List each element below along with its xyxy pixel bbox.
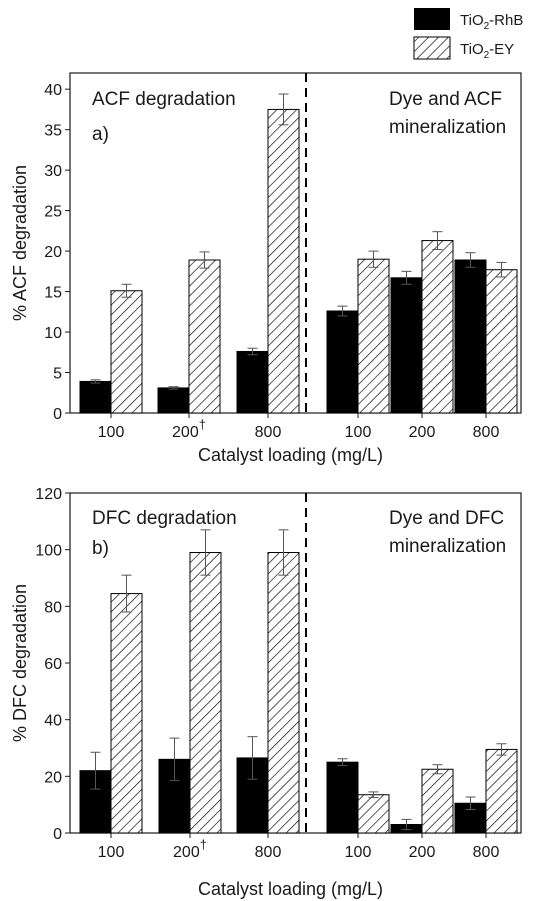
panel-b-y-tick-label: 60 bbox=[44, 656, 62, 673]
panel-a-errorbar-ey bbox=[278, 93, 289, 126]
panel-b-group-title-1-line-0: Dye and DFC bbox=[389, 508, 504, 529]
panel-b-errorbar-rhb bbox=[90, 751, 101, 790]
panel-b-errorbar-rhb bbox=[337, 758, 348, 767]
panel-a-y-tick-label: 30 bbox=[44, 163, 62, 180]
panel-a-errorbar-rhb bbox=[247, 347, 258, 356]
panel-b-errorbar-rhb bbox=[401, 818, 412, 831]
panel-a-x-tick-label: 800 bbox=[473, 424, 500, 441]
panel-a-errorbar-ey bbox=[121, 283, 132, 298]
panel-a-y-tick-label: 25 bbox=[44, 204, 62, 221]
panel-b-y-axis-title: % DFC degradation bbox=[10, 584, 30, 742]
panel-a-bar-rhb bbox=[236, 350, 269, 414]
panel-a-y-tick-label: 20 bbox=[44, 244, 62, 261]
panel-a-errorbar-rhb bbox=[168, 386, 179, 390]
panel-b-x-tick-label: 200† bbox=[173, 837, 207, 861]
panel-a-bar-rhb bbox=[79, 380, 112, 414]
panel-b-x-tick-label: 800 bbox=[473, 844, 500, 861]
panel-a-errorbar-ey bbox=[432, 231, 443, 250]
panel-b-bar-ey bbox=[110, 593, 143, 834]
legend-swatch-rhb bbox=[414, 8, 450, 30]
panel-b-y-tick-label: 20 bbox=[44, 769, 62, 786]
panel-b-errorbar-ey bbox=[200, 529, 211, 576]
panel-a-y-tick-label: 40 bbox=[44, 82, 62, 99]
panel-b-errorbar-ey bbox=[368, 791, 379, 799]
panel-b-errorbar-ey bbox=[432, 764, 443, 775]
panel-a-panel-label: a) bbox=[92, 124, 109, 145]
panel-a-bar-ey bbox=[110, 290, 143, 414]
panel-b-y-tick-label: 100 bbox=[35, 543, 62, 560]
panel-a-x-axis-title: Catalyst loading (mg/L) bbox=[198, 445, 383, 465]
panel-b-errorbar-rhb bbox=[247, 736, 258, 780]
panel-b-errorbar-ey bbox=[278, 529, 289, 576]
panel-a-y-tick-label: 10 bbox=[44, 325, 62, 342]
panel-a-errorbar-rhb bbox=[465, 252, 476, 268]
panel-a-bar-rhb bbox=[454, 259, 487, 414]
panel-a-y-axis-title: % ACF degradation bbox=[10, 165, 30, 321]
panel-b-y-tick-label: 0 bbox=[53, 826, 62, 843]
panel-a-group-title-1-line-1: mineralization bbox=[389, 117, 506, 138]
panel-b-bar-ey bbox=[421, 768, 454, 834]
panel-a-x-tick-label: 100 bbox=[345, 424, 372, 441]
panel-a-errorbar-ey bbox=[496, 261, 507, 278]
panel-a-x-tick-label: 100 bbox=[98, 424, 125, 441]
panel-b-bar-ey bbox=[485, 748, 518, 834]
panel-b-x-axis-title: Catalyst loading (mg/L) bbox=[198, 879, 383, 899]
panel-b-x-tick-label: 100 bbox=[345, 844, 372, 861]
panel-b-x-tick-label: 800 bbox=[255, 844, 282, 861]
panel-a-x-tick-label: 200 bbox=[409, 424, 436, 441]
legend: TiO2-RhB TiO2-EY bbox=[413, 8, 523, 61]
panel-b-bar-ey bbox=[267, 552, 300, 834]
panel-b-errorbar-rhb bbox=[465, 796, 476, 810]
panel-a-errorbar-rhb bbox=[90, 379, 101, 384]
panel-a-bar-ey bbox=[267, 108, 300, 414]
panel-a-y-tick-label: 0 bbox=[53, 406, 62, 423]
panel-b-errorbar-ey bbox=[496, 743, 507, 756]
panel-a-x-tick-label: 800 bbox=[255, 424, 282, 441]
panel-a-bar-rhb bbox=[326, 310, 359, 414]
panel-a-errorbar-rhb bbox=[337, 305, 348, 317]
panel-b-bar-ey bbox=[189, 552, 222, 834]
panel-a-errorbar-rhb bbox=[401, 270, 412, 285]
panel-a-errorbar-ey bbox=[199, 251, 210, 269]
panel-b-errorbar-ey bbox=[121, 574, 132, 613]
legend-label-rhb: TiO2-RhB bbox=[460, 12, 523, 32]
legend-swatch-ey bbox=[413, 36, 451, 60]
panel-a-errorbar-ey bbox=[368, 250, 379, 268]
panel-b-chart: 0 20 40 60 80 100 120 100 200† 800 100 200 800 DFC de… bbox=[10, 486, 522, 899]
panel-b-panel-label: b) bbox=[92, 538, 109, 559]
panel-a-group-title-0-line-0: ACF degradation bbox=[92, 89, 236, 110]
legend-label-ey: TiO2-EY bbox=[460, 41, 514, 61]
panel-b-errorbar-rhb bbox=[169, 737, 180, 782]
panel-a-bar-rhb bbox=[390, 277, 423, 414]
panel-a-bar-ey bbox=[188, 259, 221, 414]
panel-a-y-tick-label: 15 bbox=[44, 285, 62, 302]
panel-b-bar-ey bbox=[357, 794, 390, 834]
panel-a-group-title-1-line-0: Dye and ACF bbox=[389, 89, 502, 110]
panel-a-y-tick-label: 35 bbox=[44, 123, 62, 140]
panel-b-group-title-0-line-0: DFC degradation bbox=[92, 508, 237, 529]
panel-a-bar-ey bbox=[485, 269, 518, 414]
panel-a-bar-ey bbox=[421, 240, 454, 414]
panel-a-chart: 0 5 10 15 20 25 30 35 40 100 200† 800 100 200 800 ACF d… bbox=[10, 72, 522, 465]
panel-a-bar-ey bbox=[357, 258, 390, 414]
panel-b-x-tick-label: 200 bbox=[409, 844, 436, 861]
panel-b-x-tick-label: 100 bbox=[98, 844, 125, 861]
panel-a-y-tick-label: 5 bbox=[53, 366, 62, 383]
panel-b-bar-rhb bbox=[326, 761, 359, 834]
panel-b-y-tick-label: 40 bbox=[44, 713, 62, 730]
panel-b-group-title-1-line-1: mineralization bbox=[389, 536, 506, 557]
panel-a-bar-rhb bbox=[157, 387, 190, 414]
panel-b-y-tick-label: 120 bbox=[35, 486, 62, 503]
panel-a-x-tick-label: 200† bbox=[172, 417, 206, 441]
panel-b-y-tick-label: 80 bbox=[44, 599, 62, 616]
